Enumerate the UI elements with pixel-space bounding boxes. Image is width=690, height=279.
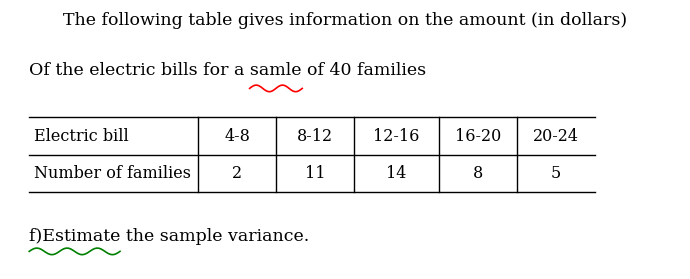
Text: 12-16: 12-16 [373, 128, 420, 145]
Text: Electric bill: Electric bill [34, 128, 129, 145]
Text: 11: 11 [305, 165, 326, 182]
Text: The following table gives information on the amount (in dollars): The following table gives information on… [63, 13, 627, 30]
Text: Number of families: Number of families [34, 165, 192, 182]
Text: 20-24: 20-24 [533, 128, 579, 145]
Text: 5: 5 [551, 165, 561, 182]
Text: 2: 2 [233, 165, 242, 182]
Text: 4-8: 4-8 [224, 128, 250, 145]
Text: 8: 8 [473, 165, 483, 182]
Text: 14: 14 [386, 165, 407, 182]
Text: 16-20: 16-20 [455, 128, 501, 145]
Text: Of the electric bills for a samle of 40 families: Of the electric bills for a samle of 40 … [29, 62, 426, 79]
Text: f)Estimate the sample variance.: f)Estimate the sample variance. [29, 228, 310, 245]
Text: 8-12: 8-12 [297, 128, 333, 145]
